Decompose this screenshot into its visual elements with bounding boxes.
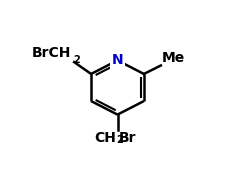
Text: CH: CH bbox=[94, 131, 116, 145]
Text: 2: 2 bbox=[73, 55, 80, 65]
Text: BrCH: BrCH bbox=[31, 46, 71, 60]
Text: Br: Br bbox=[119, 131, 137, 145]
Text: Me: Me bbox=[162, 51, 185, 65]
Text: 2: 2 bbox=[116, 135, 123, 145]
Text: N: N bbox=[112, 53, 123, 67]
